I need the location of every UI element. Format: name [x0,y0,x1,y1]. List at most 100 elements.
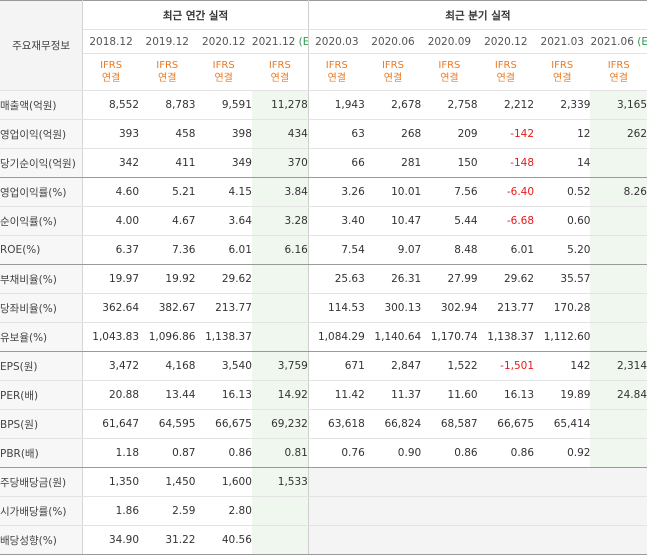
annual-value-cell: 66,675 [195,409,252,439]
ifrs-badge: IFRS 연결 [251,53,309,91]
quarter-value-cell: 262 [590,119,647,149]
quarter-value-cell: 1,943 [308,90,365,120]
quarter-value-cell [590,525,647,555]
annual-value-cell: 3,472 [82,351,140,381]
annual-value-cell: 6.01 [195,235,252,265]
annual-value-cell: 0.81 [251,438,309,468]
period-header: 2018.12 [82,29,140,54]
consolidated-label: 연결 [440,73,459,84]
quarter-value-cell: 2,314 [590,351,647,381]
quarter-value-cell: 281 [364,148,422,178]
annual-value-cell: 393 [82,119,140,149]
annual-value-cell: 1,450 [139,467,196,497]
annual-value-cell: 362.64 [82,293,140,323]
estimate-mark: (E) [637,35,647,48]
annual-value-cell: 1,600 [195,467,252,497]
annual-value-cell: 434 [251,119,309,149]
annual-value-cell [251,264,309,294]
annual-value-cell: 69,232 [251,409,309,439]
consolidated-label: 연결 [383,73,403,84]
quarter-value-cell: 302.94 [421,293,478,323]
period-header: 2021.03 [534,29,591,54]
quarter-value-cell [308,467,365,497]
quarter-value-cell [590,467,647,497]
period-header: 2020.03 [308,29,365,54]
annual-value-cell: 213.77 [195,293,252,323]
quarter-value-cell [534,496,591,526]
table-row: 당좌비율(%) 362.64 382.67 213.77 114.53 300.13 302… [0,293,647,323]
quarter-value-cell: 114.53 [308,293,365,323]
ifrs-label: IFRS [212,60,235,71]
quarter-value-cell: 1,084.29 [308,322,365,352]
quarter-value-cell: 150 [421,148,478,178]
row-label: EPS(원) [0,351,84,381]
quarter-value-cell: 12 [534,119,591,149]
ifrs-label: IFRS [325,60,348,71]
ifrs-badge: IFRS 연결 [477,53,535,91]
annual-value-cell: 5.21 [139,177,196,207]
table-row: 영업이익(억원) 393 458 398 434 63 268 209 -142 12 262 [0,119,647,149]
consolidated-label: 연결 [214,73,233,84]
quarter-value-cell [477,496,535,526]
annual-value-cell: 19.97 [82,264,140,294]
annual-value-cell: 342 [82,148,140,178]
quarter-value-cell: 6.01 [477,235,535,265]
quarter-value-cell [421,525,478,555]
quarter-value-cell: 66 [308,148,365,178]
annual-value-cell: 31.22 [139,525,196,555]
row-label: 주당배당금(원) [0,467,84,497]
annual-value-cell: 11,278 [251,90,309,120]
annual-value-cell: 3,759 [251,351,309,381]
quarter-value-cell: 1,522 [421,351,478,381]
quarter-value-cell: 11.37 [364,380,422,410]
row-label: 매출액(억원) [0,90,84,120]
quarter-value-cell: -6.40 [477,177,535,207]
quarter-value-cell: 2,847 [364,351,422,381]
quarter-value-cell [590,322,647,352]
consolidated-label: 연결 [327,73,346,84]
consolidated-label: 연결 [496,73,516,84]
annual-value-cell [251,525,309,555]
annual-value-cell: 398 [195,119,252,149]
annual-value-cell: 61,647 [82,409,140,439]
annual-value-cell [251,496,309,526]
quarter-value-cell: 300.13 [364,293,422,323]
table-row: BPS(원) 61,647 64,595 66,675 69,232 63,618 66,8… [0,409,647,439]
quarter-value-cell [590,206,647,236]
table-row: EPS(원) 3,472 4,168 3,540 3,759 671 2,847 1,522-… [0,351,647,381]
table-row: 시가배당률(%) 1.86 2.59 2.80 [0,496,647,526]
annual-value-cell: 349 [195,148,252,178]
quarter-value-cell: 0.90 [364,438,422,468]
quarter-value-cell: 209 [421,119,478,149]
ifrs-label: IFRS [438,60,461,71]
quarter-value-cell [590,235,647,265]
row-label: 당좌비율(%) [0,293,84,323]
quarter-value-cell: 11.42 [308,380,365,410]
annual-value-cell: 0.87 [139,438,196,468]
quarter-value-cell [590,148,647,178]
consolidated-label: 연결 [270,73,290,84]
quarter-value-cell: 170.28 [534,293,591,323]
ifrs-label: IFRS [156,60,179,71]
consolidated-label: 연결 [101,73,121,84]
period-header-estimate: 2021.06 (E) [590,29,647,54]
annual-value-cell: 8,783 [139,90,196,120]
quarter-value-cell: 66,675 [477,409,535,439]
annual-value-cell: 7.36 [139,235,196,265]
estimate-mark: (E) [298,35,308,48]
period-header: 2020.12 [195,29,252,54]
annual-value-cell: 370 [251,148,309,178]
quarter-results-title: 최근 분기 실적 [308,0,647,30]
annual-value-cell: 34.90 [82,525,140,555]
annual-value-cell: 40.56 [195,525,252,555]
annual-value-cell: 6.16 [251,235,309,265]
quarter-value-cell: 8.48 [421,235,478,265]
quarter-value-cell: 1,112.60 [534,322,591,352]
quarter-value-cell: 0.60 [534,206,591,236]
annual-value-cell: 8,552 [82,90,140,120]
quarter-value-cell: 2,339 [534,90,591,120]
quarter-value-cell [477,467,535,497]
row-label: 순이익률(%) [0,206,84,236]
quarter-value-cell: 2,678 [364,90,422,120]
